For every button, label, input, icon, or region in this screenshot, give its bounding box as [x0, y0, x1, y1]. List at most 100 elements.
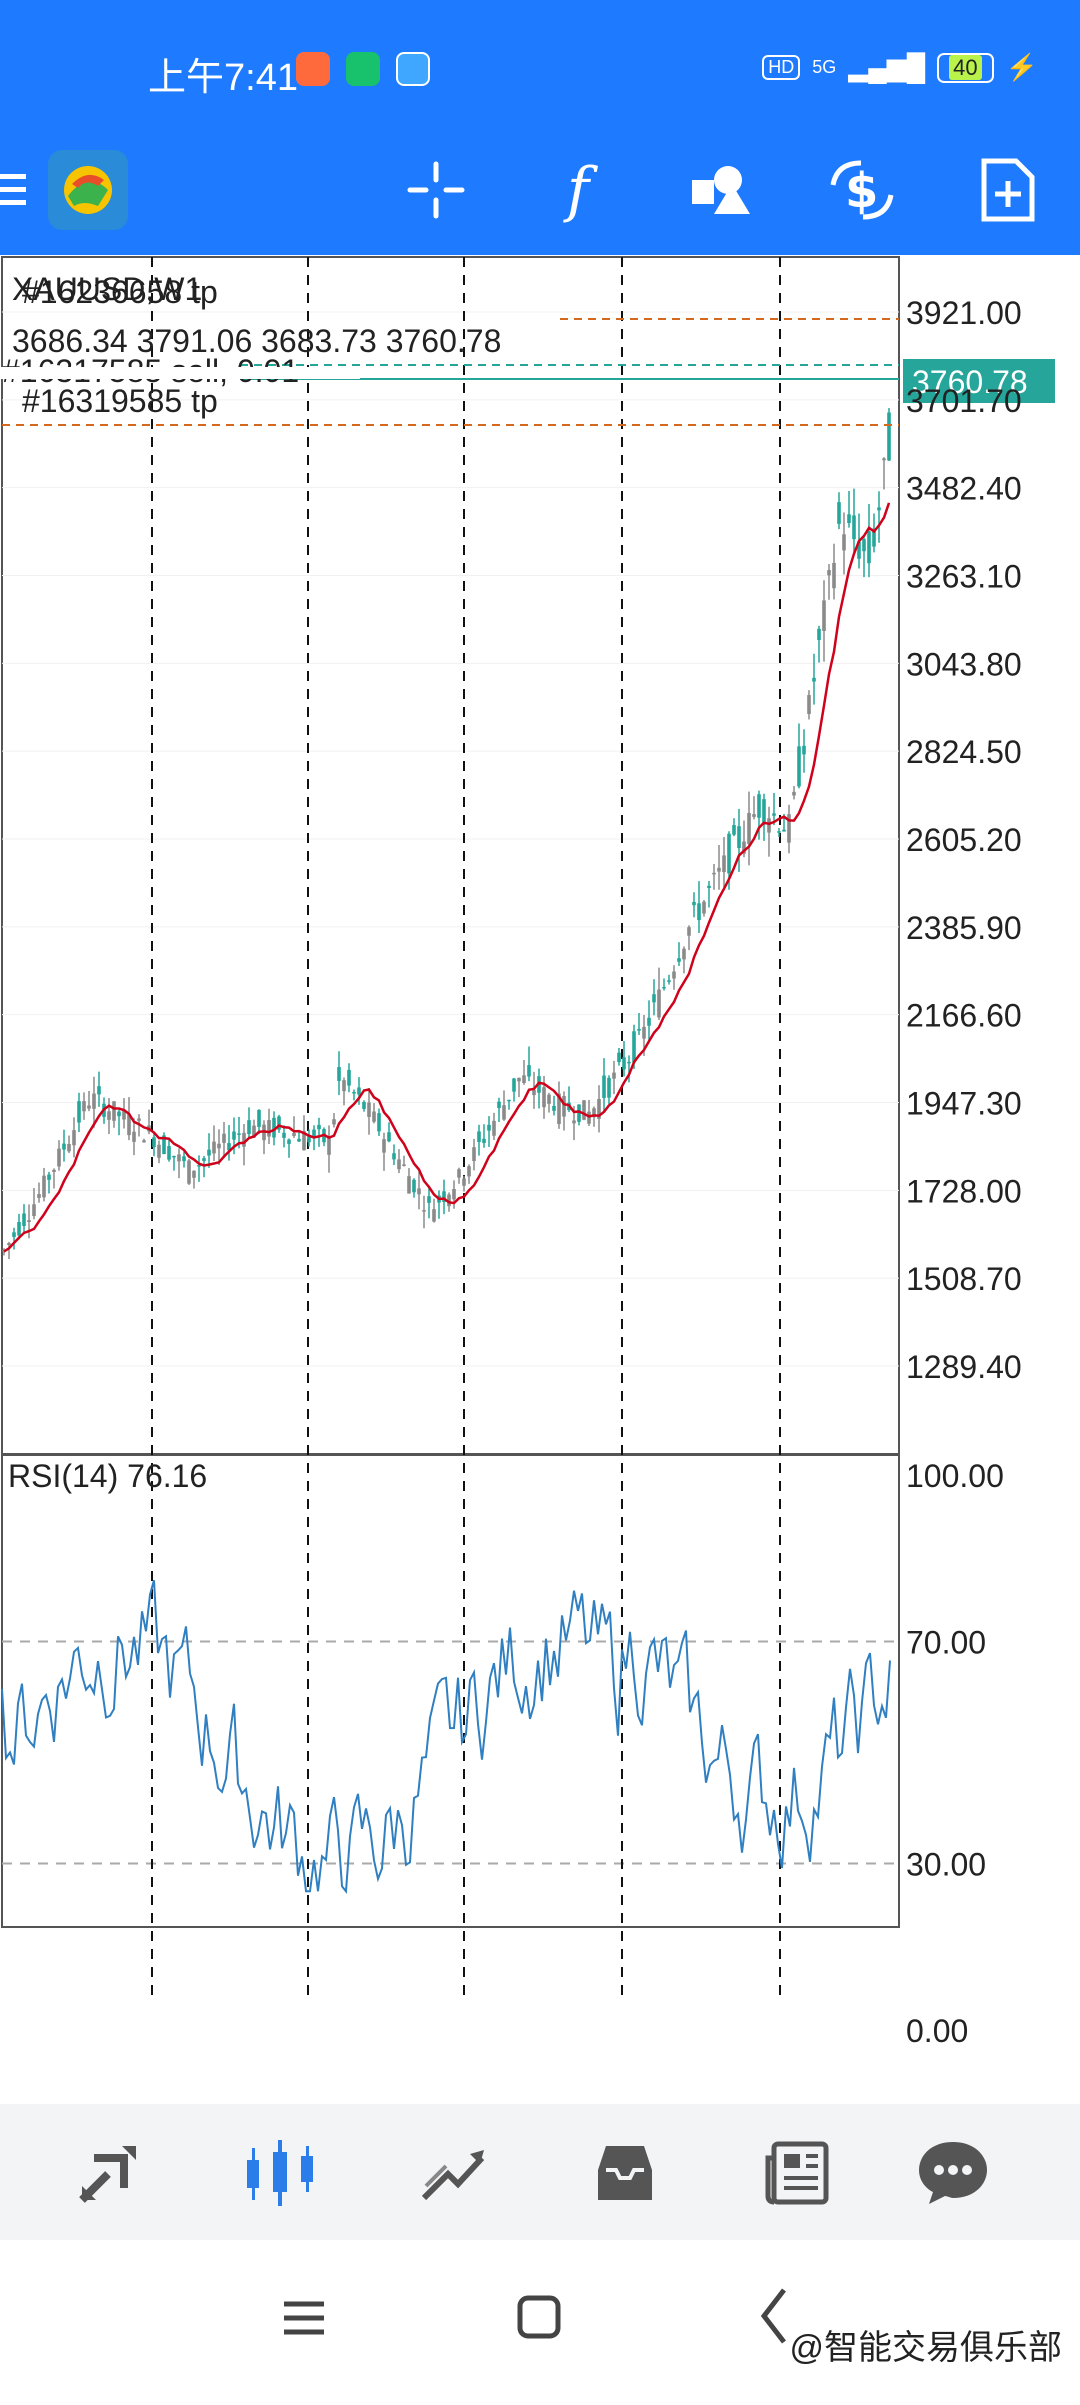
- candle-body: [792, 791, 796, 796]
- battery-level: 40: [949, 54, 982, 80]
- candle-body: [287, 1139, 291, 1144]
- candle-body: [542, 1087, 546, 1108]
- candle-body: [632, 1031, 636, 1063]
- indicators-icon[interactable]: f: [538, 150, 618, 230]
- trade-icon[interactable]: [408, 2128, 498, 2218]
- menu-icon[interactable]: [0, 150, 38, 230]
- candle-body: [662, 986, 666, 989]
- indicators-symbol: f: [566, 155, 590, 225]
- candle-body: [852, 515, 856, 540]
- history-icon[interactable]: [580, 2128, 670, 2218]
- candle-body: [522, 1075, 526, 1084]
- candle-body: [572, 1120, 576, 1124]
- candle-body: [552, 1105, 556, 1111]
- price-tick-label: 3263.10: [906, 559, 1022, 595]
- candle-body: [342, 1080, 346, 1092]
- candle-body: [17, 1222, 21, 1236]
- candle-body: [57, 1148, 61, 1167]
- status-indicators: HD 5G ▂▄▆█ 40 ⚡: [762, 52, 1038, 83]
- candle-body: [532, 1089, 536, 1096]
- candle-body: [12, 1232, 16, 1237]
- candle-body: [667, 980, 671, 982]
- chart-canvas[interactable]: 3760.78 3921.00 3701.70 3482.40 3263.10 3043…: [0, 255, 1080, 2090]
- candle-body: [212, 1141, 216, 1154]
- metatrader-logo: [48, 150, 128, 230]
- chart-icon[interactable]: [236, 2128, 326, 2218]
- candle-body: [462, 1178, 466, 1186]
- candle-body: [92, 1093, 96, 1109]
- rsi-tick-label: 100.00: [906, 1458, 1004, 1494]
- price-tick-label: 3043.80: [906, 646, 1022, 682]
- price-tick-label: 3482.40: [906, 471, 1022, 507]
- candle-body: [302, 1131, 306, 1151]
- candle-body: [272, 1117, 276, 1138]
- candle-body: [402, 1164, 406, 1166]
- new-order-icon[interactable]: [968, 150, 1048, 230]
- candle-body: [447, 1194, 451, 1207]
- svg-text:$: $: [845, 163, 878, 219]
- crosshair-icon[interactable]: [396, 150, 476, 230]
- news-icon[interactable]: [752, 2128, 842, 2218]
- rsi-tick-label: 30.00: [906, 1847, 986, 1883]
- rsi-tick-label: 70.00: [906, 1625, 986, 1661]
- status-bar: 上午7:41 HD 5G ▂▄▆█ 40 ⚡: [0, 0, 1080, 130]
- candle-body: [132, 1131, 136, 1142]
- price-tick-label: 2824.50: [906, 734, 1022, 770]
- date-tick-label: 10 Aug 2025: [790, 2054, 970, 2055]
- candle-body: [877, 507, 881, 511]
- candle-body: [602, 1075, 606, 1098]
- candle-body: [452, 1189, 456, 1200]
- candle-body: [67, 1143, 71, 1152]
- candle-body: [422, 1210, 426, 1212]
- back-icon[interactable]: [760, 2288, 786, 2344]
- signal-icon: ▂▄▆█: [848, 52, 926, 82]
- security-app-icon: [346, 52, 380, 86]
- candle-body: [872, 528, 876, 547]
- candle-body: [547, 1094, 551, 1104]
- battery-icon: 40: [937, 52, 994, 83]
- candle-body: [757, 794, 761, 818]
- candle-body: [357, 1087, 361, 1095]
- candle-body: [482, 1138, 486, 1144]
- candle-body: [702, 901, 706, 914]
- candle-body: [62, 1143, 66, 1150]
- candle-body: [827, 570, 831, 576]
- candle-body: [297, 1138, 301, 1142]
- candle-body: [372, 1111, 376, 1122]
- objects-icon[interactable]: [680, 150, 760, 230]
- candle-body: [27, 1220, 31, 1223]
- price-chart[interactable]: 3760.78 3921.00 3701.70 3482.40 3263.10 3043…: [0, 255, 1080, 2090]
- candle-body: [417, 1188, 421, 1195]
- candle-body: [607, 1077, 611, 1098]
- candle-body: [117, 1111, 121, 1117]
- price-tick-label: 1289.40: [906, 1349, 1022, 1385]
- price-tick-label: 3921.00: [906, 295, 1022, 331]
- quotes-icon[interactable]: [64, 2128, 154, 2218]
- recents-icon[interactable]: [284, 2301, 324, 2335]
- candle-body: [397, 1159, 401, 1170]
- network-label: 5G: [812, 57, 837, 77]
- chart-toolbar: f $: [0, 130, 1080, 255]
- candle-body: [407, 1176, 411, 1194]
- candle-body: [647, 1017, 651, 1026]
- candle-body: [317, 1124, 321, 1130]
- trade-icon[interactable]: $: [822, 150, 902, 230]
- rsi-tick-label: 0.00: [906, 2013, 968, 2049]
- candle-body: [442, 1191, 446, 1202]
- candle-body: [122, 1109, 126, 1120]
- home-icon[interactable]: [517, 2295, 561, 2339]
- messages-icon[interactable]: [908, 2128, 998, 2218]
- candle-body: [182, 1156, 186, 1162]
- candle-body: [327, 1136, 331, 1155]
- candle-body: [367, 1102, 371, 1117]
- candle-body: [97, 1086, 101, 1095]
- candle-body: [187, 1160, 191, 1184]
- candle-body: [617, 1052, 621, 1063]
- candle-body: [882, 458, 886, 461]
- candle-body: [527, 1065, 531, 1077]
- candle-body: [467, 1166, 471, 1177]
- candle-body: [352, 1091, 356, 1094]
- candle-body: [42, 1175, 46, 1198]
- candle-body: [507, 1099, 511, 1102]
